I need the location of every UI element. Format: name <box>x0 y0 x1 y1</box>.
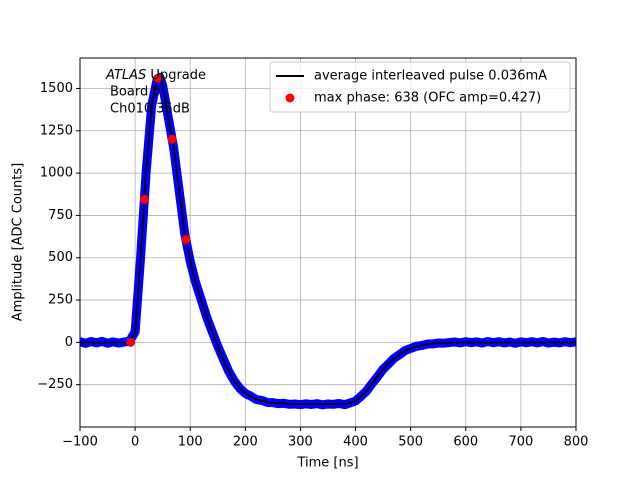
y-tick-label: 500 <box>48 250 73 265</box>
x-tick-label: 200 <box>233 435 258 450</box>
x-tick-label: 700 <box>508 435 533 450</box>
y-tick-label: −250 <box>37 377 73 392</box>
x-tick-label: 100 <box>178 435 203 450</box>
x-tick-label: 300 <box>288 435 313 450</box>
max-phase-point <box>181 234 191 244</box>
x-tick-label: 500 <box>398 435 423 450</box>
plot-frame <box>79 57 577 428</box>
max-phase-point <box>153 73 163 83</box>
legend-box <box>269 61 571 113</box>
max-phase-point <box>126 337 136 347</box>
annotation-line: Upgrade <box>150 68 206 83</box>
y-tick-label: 1250 <box>40 123 73 138</box>
sample-trace <box>80 72 576 410</box>
y-axis-label: Amplitude [ADC Counts] <box>11 163 26 321</box>
annotation-line: Board 0 <box>110 85 161 100</box>
legend-marker <box>285 93 295 103</box>
y-tick-label: 1500 <box>40 81 73 96</box>
y-tick-label: 0 <box>65 335 73 350</box>
y-tick-label: 750 <box>48 208 73 223</box>
y-tick-label: 1000 <box>40 166 73 181</box>
annotation-line: Ch010 35dB <box>110 102 190 117</box>
x-tick-label: −100 <box>62 435 98 450</box>
max-phase-point <box>139 194 149 204</box>
annotation: ATLAS Upgrade <box>105 68 206 83</box>
max-phase-point <box>167 134 177 144</box>
y-tick-label: 250 <box>48 293 73 308</box>
x-tick-label: 800 <box>564 435 589 450</box>
legend-label: max phase: 638 (OFC amp=0.427) <box>314 91 541 106</box>
x-tick-label: 600 <box>453 435 478 450</box>
x-tick-label: 0 <box>131 435 139 450</box>
legend-label: average interleaved pulse 0.036mA <box>314 69 547 84</box>
x-tick-label: 400 <box>343 435 368 450</box>
annotation-experiment: ATLAS <box>105 68 146 83</box>
x-axis-label: Time [ns] <box>296 456 358 471</box>
